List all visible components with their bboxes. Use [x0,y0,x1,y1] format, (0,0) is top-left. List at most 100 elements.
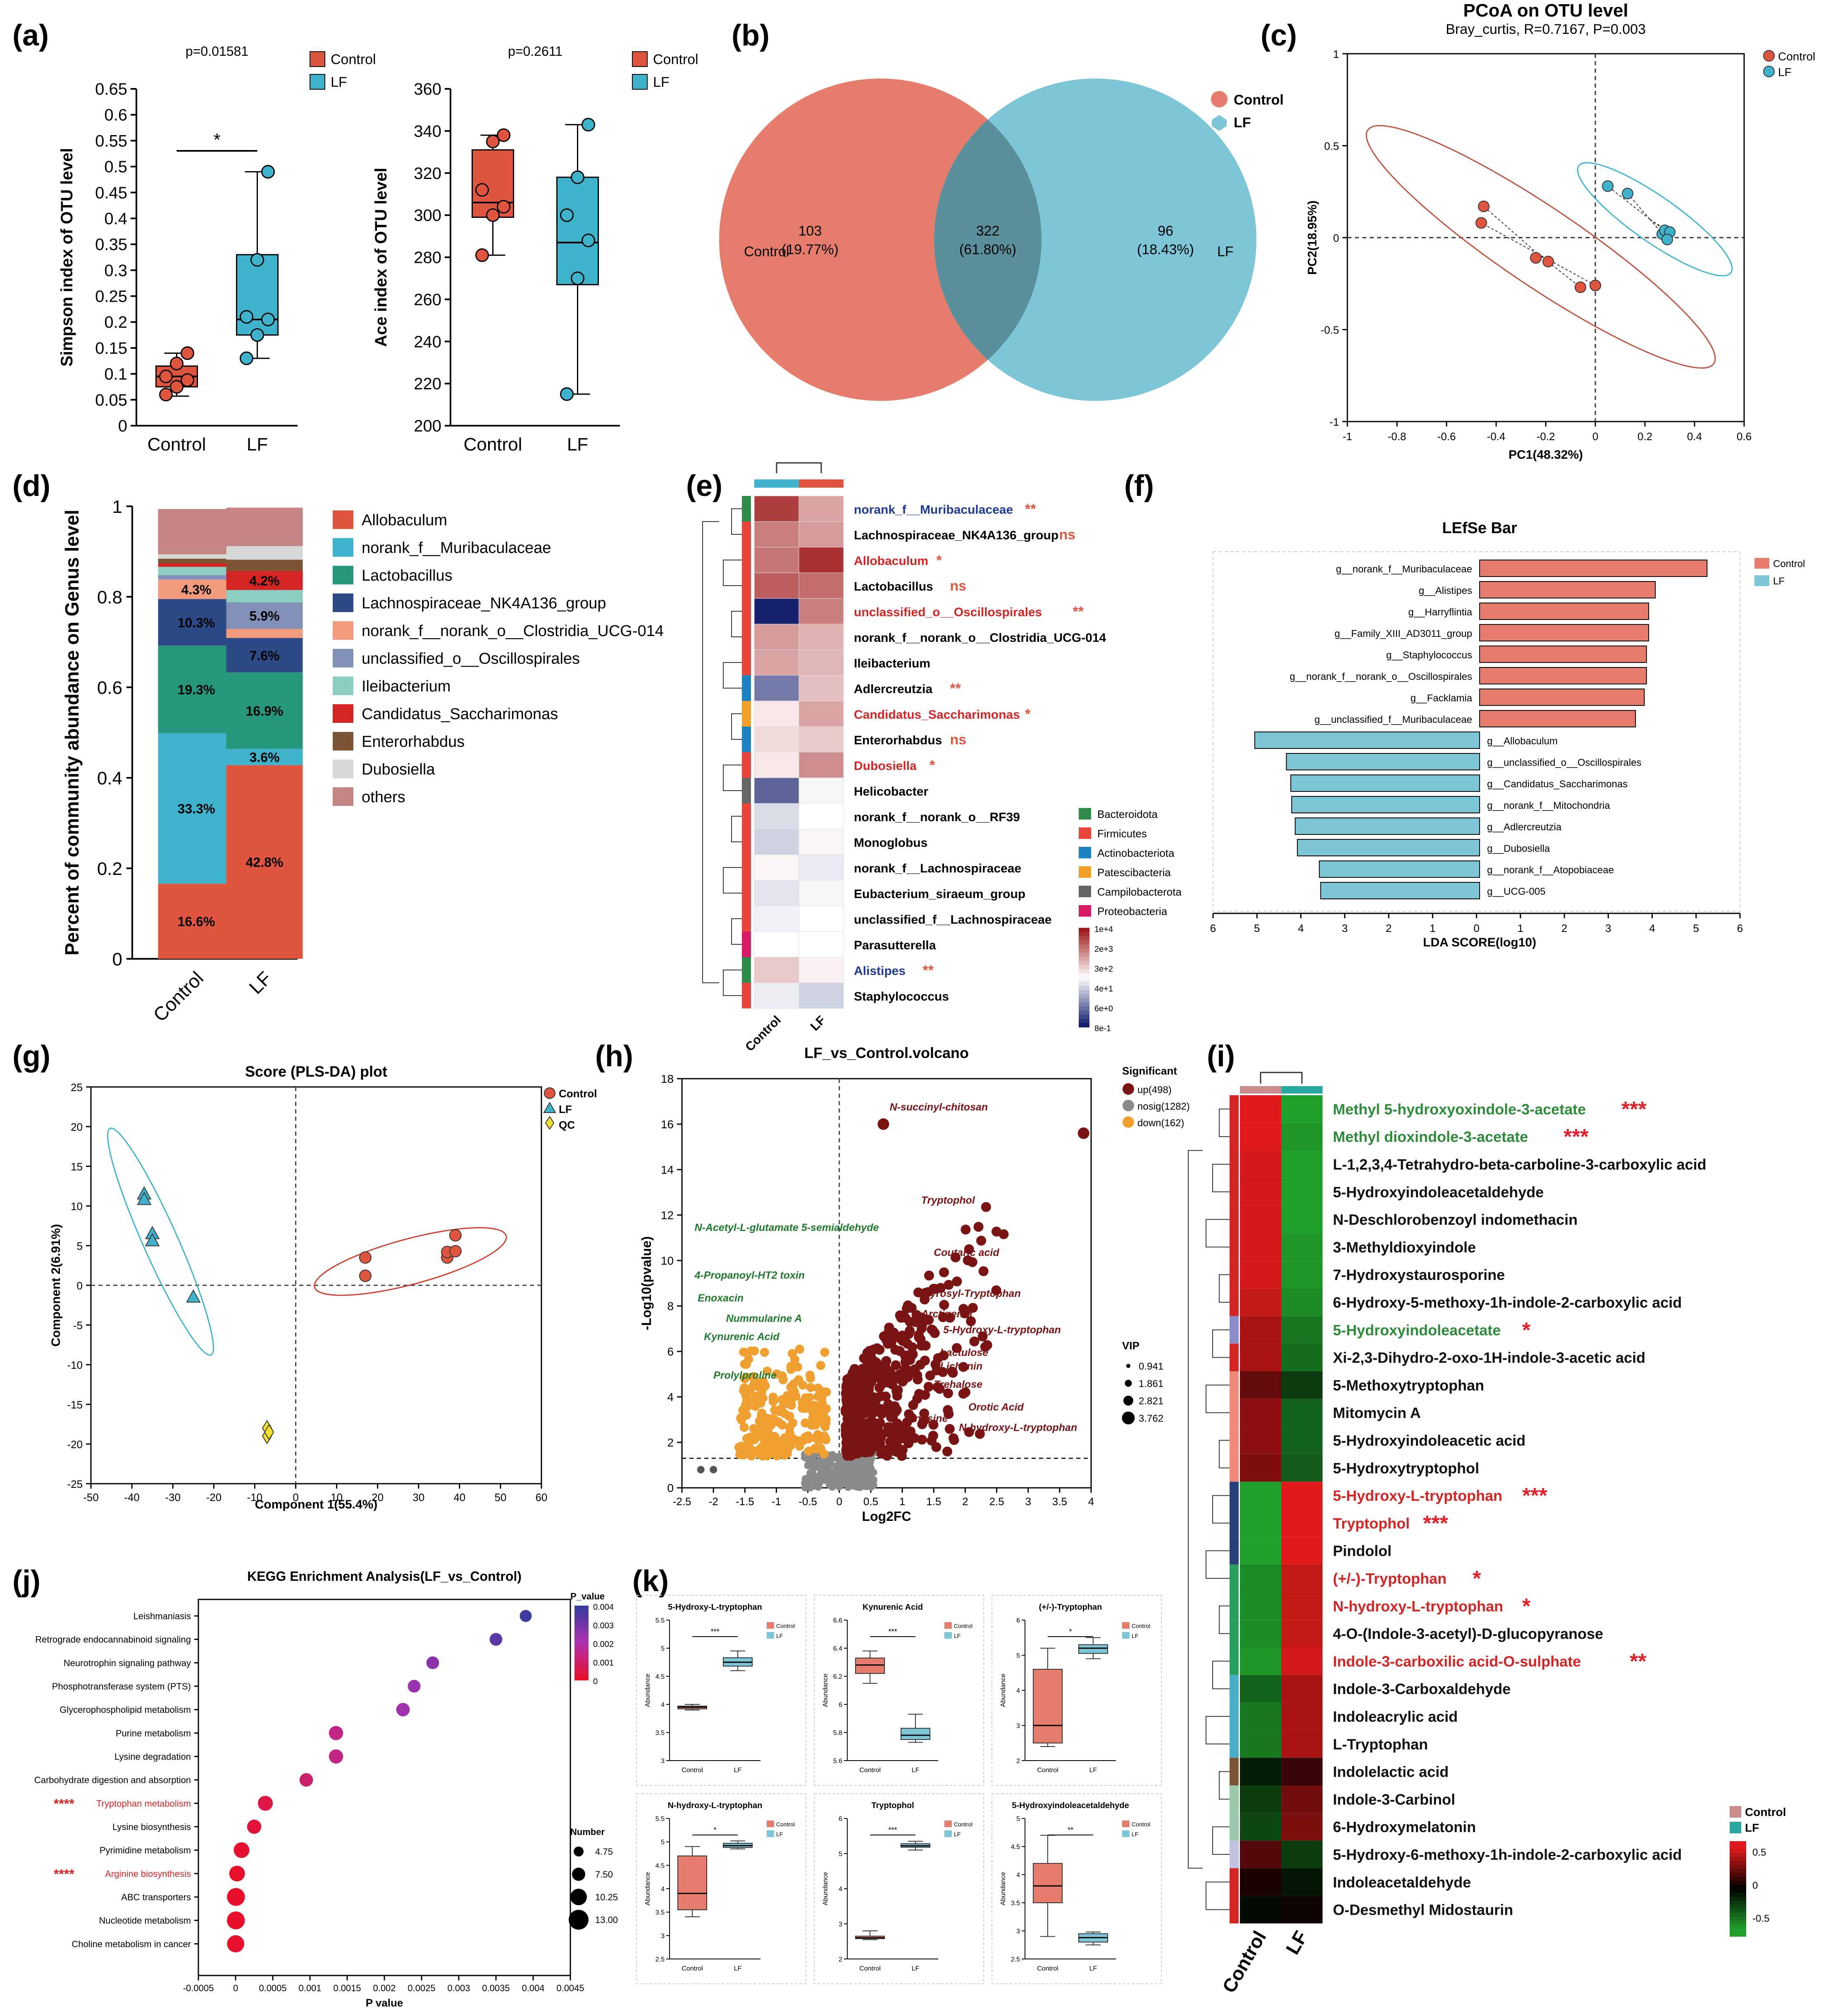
row-dendrogram [1219,1440,1230,1468]
group-ellipse-lf [107,1127,214,1356]
gradient-label: 3e+2 [1094,965,1113,974]
gradient-label: 0.004 [593,1603,614,1612]
legend-swatch [333,621,353,640]
bubble [227,1935,244,1953]
down-point [737,1442,746,1451]
y-tick-label: 0.6 [104,106,127,124]
legend-swatch [632,51,648,67]
legend-label: norank_f__norank_o__Clostridia_UCG-014 [362,622,664,640]
legend-swatch [333,704,353,723]
panel-label-a: (a) [12,19,49,52]
x-tick-label: Control [859,1965,881,1972]
row-dendrogram [1206,1385,1230,1413]
significance-mark: ** [923,963,934,978]
lda-bar [1297,839,1480,856]
down-point [778,1449,787,1458]
heatmap-cell [798,880,844,906]
significance-mark: ns [950,732,967,748]
lda-bar [1294,817,1480,835]
down-point [743,1394,752,1404]
gradient-step [1730,1873,1746,1878]
panel-label-c: (c) [1261,19,1297,52]
lefse-bar-chart: LEfSe Bar g__norank_f__Muribaculaceae g__A… [1210,519,1805,949]
y-tick-label: 16 [661,1118,674,1131]
heatmap-cell [1281,1233,1323,1261]
class-strip [1230,1647,1239,1675]
y-tick-label: 5.5 [655,1617,665,1624]
data-point [159,388,173,402]
gradient-step [1730,1841,1746,1846]
legend-label: LF [1778,66,1792,79]
row-dendrogram [1219,1605,1230,1634]
data-point [582,118,595,132]
gradient-step [574,1665,589,1669]
bar-segment-norank_f__norank_o__clostridia_ucg-014 [226,629,303,638]
significance-mark: * [213,130,220,150]
pathway-label: Pyrimidine metabolism [100,1845,191,1856]
x-tick-label: LF [734,1965,742,1972]
up-point [924,1315,934,1325]
gradient-step [1730,1924,1746,1929]
heatmap-cell [798,701,844,727]
legend-swatch [1079,905,1091,917]
y-tick-label: 220 [414,375,441,393]
up-point [907,1342,918,1352]
row-label: Indole-3-Carbinol [1333,1791,1455,1808]
legend-label: Control [331,52,376,67]
nosig-point [824,1461,832,1469]
nosig-point [834,1470,841,1478]
nosig-point [833,1463,841,1471]
row-dendrogram [1212,1329,1230,1358]
y-tick-label: 4.5 [655,1673,665,1680]
heatmap-cell [798,598,844,624]
row-label: 7-Hydroxystaurosporine [1333,1266,1505,1283]
y-axis-label: Abundance [1000,1673,1007,1707]
lda-bar [1286,753,1480,770]
panel-label-f: (f) [1124,469,1154,503]
phylum-strip [742,701,751,727]
y-tick-label: -5 [73,1319,83,1332]
heatmap-cell [1240,1896,1281,1923]
nosig-point [710,1466,717,1473]
legend-title: Significant [1122,1065,1177,1077]
y-tick-label: 260 [414,291,441,309]
x-tick-label: 0 [1473,922,1479,934]
data-point-lf [137,1191,152,1205]
y-tick-label: 6 [1016,1617,1020,1624]
down-point [808,1404,818,1413]
significance-mark: ns [950,578,967,594]
legend-label: LF [1773,576,1785,587]
nosig-point [697,1466,705,1473]
data-point [475,248,489,262]
up-point [899,1375,909,1385]
x-tick-label: 1 [1518,922,1523,934]
box-lf [556,176,599,286]
segment-label: 3.6% [250,750,280,765]
venn-count-shared: 322 [976,223,1000,239]
up-point [859,1400,870,1411]
significance-mark: * [1025,706,1031,722]
significance-mark: * [1522,1594,1531,1618]
x-tick-label: 6 [1737,922,1743,934]
segment-label: 7.6% [250,648,280,663]
row-label: Dubosiella [854,759,917,773]
x-tick-label: 4 [1088,1495,1094,1508]
legend-swatch [333,760,353,778]
pathway-label: Lysine biosynthesis [112,1822,191,1832]
column-dendrogram [1260,1072,1303,1084]
y-tick-label: 0.1 [104,365,127,384]
bar-label: g__norank_f__Muribaculaceae [1336,564,1472,575]
lda-bar [1479,689,1645,706]
data-point-lf [1622,188,1633,200]
y-tick-label: 3 [661,1758,665,1765]
data-point [560,208,574,222]
data-point-lf [145,1233,160,1246]
y-axis-label: Abundance [644,1872,651,1905]
x-tick-label: LF [567,434,588,455]
heatmap-cell [754,931,799,958]
legend-label: 0.941 [1139,1361,1163,1372]
row-dendrogram [723,765,744,791]
data-point [170,380,184,394]
x-tick-label: Control [148,434,206,455]
up-point [863,1362,874,1372]
